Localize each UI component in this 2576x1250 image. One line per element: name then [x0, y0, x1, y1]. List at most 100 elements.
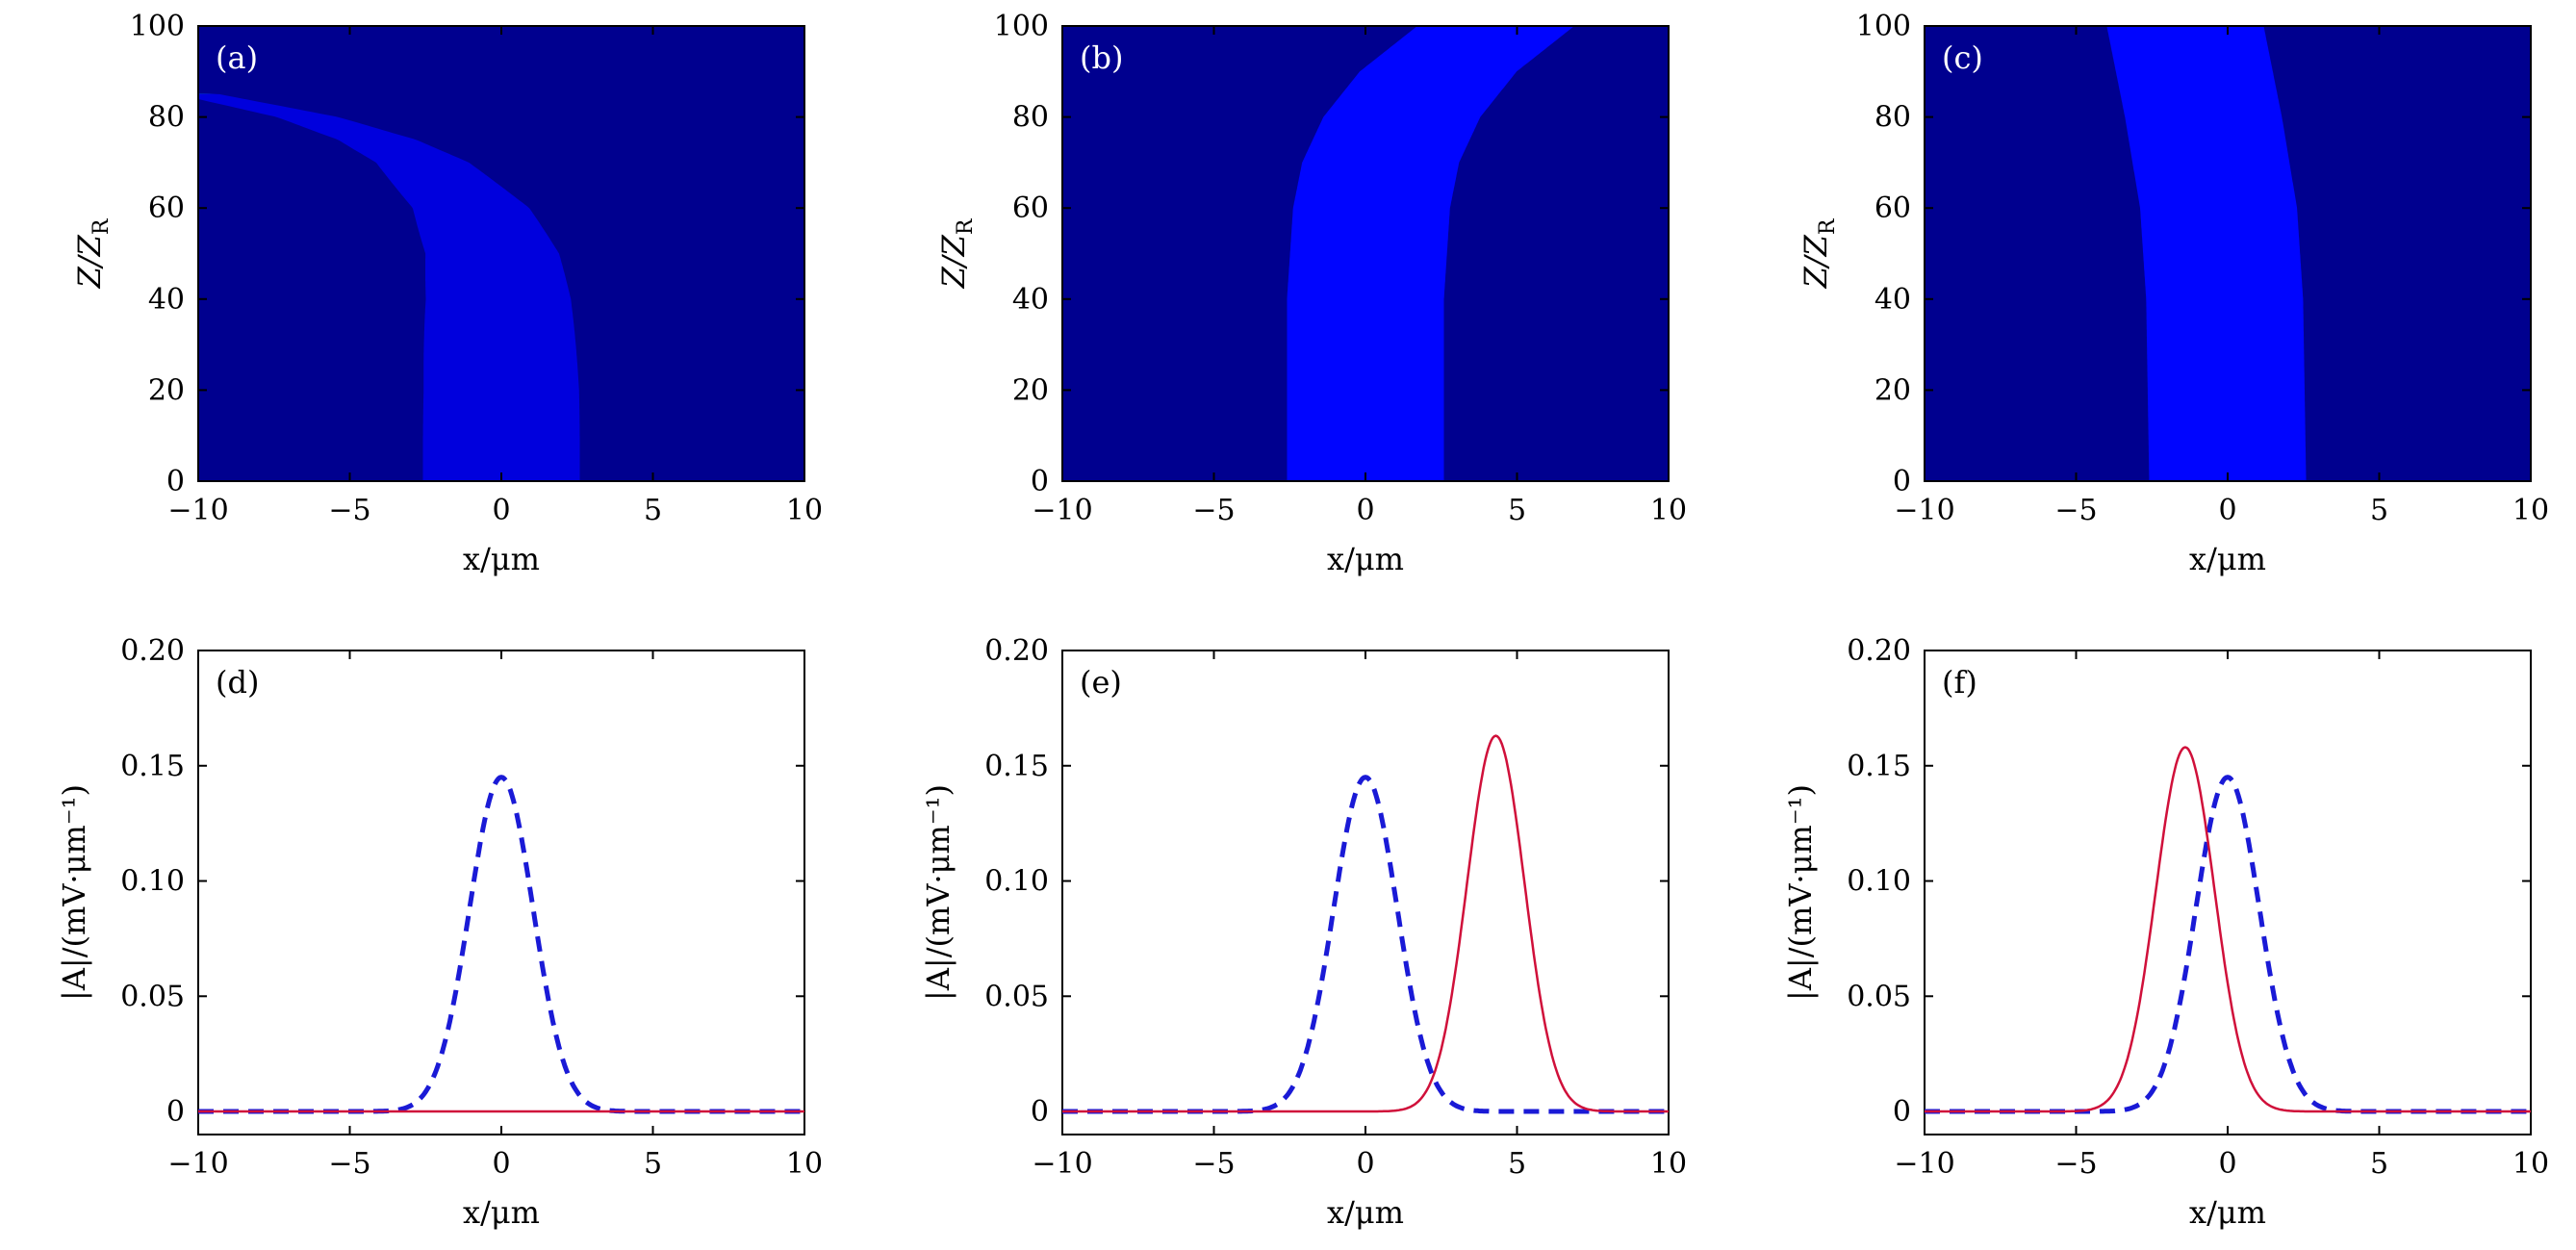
panel-e: −10 −5 0 5 10 0 0.05 0.10 0.15 0.20 x/μm |A|/(mV·μm… — [920, 634, 1687, 1231]
y-tick-label: 0 — [1031, 1095, 1049, 1129]
y-tick-label: 0 — [1893, 465, 1911, 498]
y-tick-label: 0 — [166, 1095, 185, 1129]
x-tick-label: −10 — [1894, 494, 1954, 527]
y-tick-label: 0.10 — [1847, 865, 1911, 899]
y-tick-label: 0.20 — [1847, 634, 1911, 668]
x-tick-label: −10 — [167, 494, 228, 527]
y-tick-label: 40 — [1875, 283, 1911, 317]
x-axis-label: x/μm — [463, 1194, 540, 1231]
y-tick-label: 40 — [1012, 283, 1049, 317]
x-tick-label: 10 — [786, 494, 823, 527]
y-axis-label: |A|/(mV·μm⁻¹) — [920, 784, 956, 1001]
x-tick-label: −5 — [1192, 1147, 1235, 1181]
panel-f: −10 −5 0 5 10 0 0.05 0.10 0.15 0.20 x/μm |A|/(mV·μm… — [1782, 634, 2549, 1231]
panel-d: −10 −5 0 5 10 0 0.05 0.10 0.15 0.20 x/μm |A|/(mV·μm… — [56, 634, 823, 1231]
x-tick-label: −5 — [328, 494, 370, 527]
y-axis-label: Z/ZR — [1798, 217, 1840, 289]
x-axis-label: x/μm — [1327, 1194, 1404, 1231]
y-tick-label: 100 — [994, 10, 1049, 43]
dashed-series-line — [1925, 775, 2531, 1114]
x-tick-label: −10 — [1894, 1147, 1954, 1181]
y-tick-label: 40 — [148, 283, 185, 317]
y-axis-label-main: Z/Z — [935, 234, 972, 289]
x-tick-label: 5 — [1508, 494, 1526, 527]
dashed-series-line — [1062, 775, 1669, 1114]
y-tick-label: 0 — [166, 465, 185, 498]
x-tick-label: 10 — [2512, 494, 2549, 527]
y-tick-label: 0 — [1893, 1095, 1911, 1129]
y-tick-label: 0.05 — [984, 980, 1049, 1013]
heatmap-layer — [1062, 26, 1669, 481]
y-axis-label-main: Z/Z — [71, 234, 108, 289]
x-tick-label: 10 — [786, 1147, 823, 1181]
y-tick-label: 0.15 — [120, 750, 185, 783]
x-tick-label: 10 — [2512, 1147, 2549, 1181]
y-tick-label: 0.05 — [120, 980, 185, 1013]
panel-label: (a) — [216, 39, 258, 76]
x-tick-label: −5 — [1192, 494, 1235, 527]
heatmap-band — [1287, 26, 1574, 481]
y-axis-label: |A|/(mV·μm⁻¹) — [56, 784, 92, 1001]
panel-label: (e) — [1080, 664, 1122, 701]
dashed-series-line — [198, 775, 804, 1114]
y-tick-label: 80 — [148, 101, 185, 135]
heatmap-band — [2106, 26, 2307, 481]
panel-label: (c) — [1942, 39, 1983, 76]
heatmap-layer — [198, 26, 804, 481]
y-tick-label: 0 — [1031, 465, 1049, 498]
x-tick-label: 5 — [644, 1147, 662, 1181]
y-tick-label: 0.20 — [984, 634, 1049, 668]
heatmap-layer — [1925, 26, 2531, 481]
x-axis-label: x/μm — [2189, 541, 2266, 577]
x-tick-label: 5 — [644, 494, 662, 527]
solid-series-line — [1062, 734, 1669, 1113]
x-tick-label: 5 — [1508, 1147, 1526, 1181]
y-axis-label: Z/ZR — [935, 217, 978, 289]
x-tick-label: 10 — [1650, 494, 1687, 527]
axes-frame — [1924, 650, 2532, 1135]
x-tick-label: 0 — [2218, 494, 2236, 527]
y-tick-label: 0.10 — [120, 865, 185, 899]
x-tick-label: −5 — [2054, 1147, 2097, 1181]
y-axis-label-sub: R — [89, 217, 114, 235]
y-tick-label: 60 — [148, 191, 185, 225]
x-tick-label: −5 — [2054, 494, 2097, 527]
panel-label: (f) — [1942, 664, 1977, 701]
y-tick-label: 100 — [1856, 10, 1911, 43]
y-tick-label: 60 — [1012, 191, 1049, 225]
x-tick-label: −10 — [1032, 1147, 1092, 1181]
x-tick-label: −5 — [328, 1147, 370, 1181]
y-axis-label: Z/ZR — [71, 217, 114, 289]
y-tick-label: 20 — [148, 373, 185, 407]
y-axis-label-sub: R — [1816, 217, 1840, 235]
x-axis-label: x/μm — [1327, 541, 1404, 577]
x-tick-label: 0 — [1356, 494, 1374, 527]
y-tick-label: 60 — [1875, 191, 1911, 225]
axes-frame — [1061, 650, 1670, 1135]
panel-label: (d) — [216, 664, 259, 701]
y-tick-label: 0.15 — [984, 750, 1049, 783]
y-tick-label: 0.10 — [984, 865, 1049, 899]
solid-series-line — [1925, 746, 2531, 1113]
panel-label: (b) — [1080, 39, 1123, 76]
x-tick-label: 5 — [2370, 494, 2388, 527]
x-tick-label: 0 — [492, 494, 510, 527]
x-tick-label: 0 — [492, 1147, 510, 1181]
y-tick-label: 80 — [1875, 101, 1911, 135]
x-tick-label: −10 — [167, 1147, 228, 1181]
y-axis-label-main: Z/Z — [1798, 234, 1834, 289]
x-tick-label: 0 — [2218, 1147, 2236, 1181]
y-tick-label: 80 — [1012, 101, 1049, 135]
heatmap-band — [198, 93, 580, 481]
y-axis-label-sub: R — [954, 217, 978, 235]
axes-frame — [197, 650, 805, 1135]
y-tick-label: 0.15 — [1847, 750, 1911, 783]
x-axis-label: x/μm — [2189, 1194, 2266, 1231]
x-tick-label: −10 — [1032, 494, 1092, 527]
x-tick-label: 0 — [1356, 1147, 1374, 1181]
x-tick-label: 10 — [1650, 1147, 1687, 1181]
